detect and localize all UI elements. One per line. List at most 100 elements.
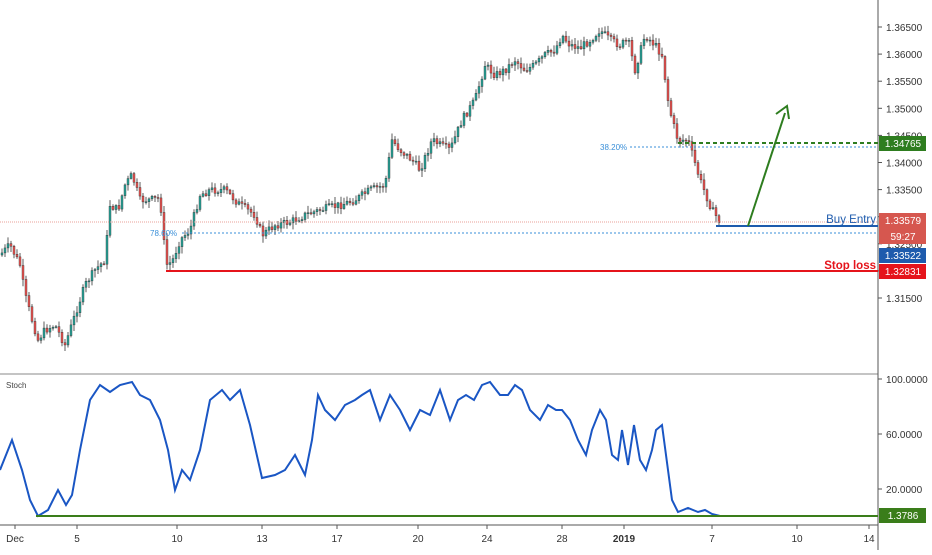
price-tick-label: 1.31500 (886, 294, 923, 305)
countdown-text: 59:27 (890, 232, 915, 243)
candle-body (558, 42, 562, 46)
candle-body (543, 52, 547, 57)
candle-body (387, 157, 391, 179)
stoch-line (0, 380, 721, 518)
candle-body (498, 71, 502, 76)
candle-body (75, 312, 79, 317)
candle-body (468, 105, 472, 117)
time-tick-label: 5 (74, 534, 80, 545)
candle-body (324, 204, 328, 211)
candle-body (606, 31, 610, 36)
candle-body (24, 279, 28, 296)
candle-body (630, 40, 634, 57)
price-tick-label: 1.35000 (886, 104, 923, 115)
candle-body (210, 187, 214, 190)
candle-body (33, 321, 37, 335)
candle-body (105, 235, 109, 265)
candle-body (207, 189, 211, 196)
candle-body (639, 45, 643, 64)
candle-body (471, 99, 475, 106)
candle-body (534, 61, 538, 64)
candle-body (243, 203, 247, 205)
price-tick-label: 1.32500 (886, 240, 923, 251)
candle-body (432, 138, 436, 143)
candle-body (81, 286, 85, 303)
candle-body (351, 202, 355, 205)
candle-body (705, 189, 709, 202)
candle-body (612, 36, 616, 40)
time-tick-label: 28 (556, 534, 568, 545)
projection-arrow-line (747, 112, 786, 227)
candle-body (672, 115, 676, 124)
candle-body (69, 324, 73, 336)
candle-body (462, 112, 466, 126)
candle-body (372, 185, 376, 188)
candle-body (330, 203, 334, 205)
candle-body (552, 51, 556, 54)
candle-body (690, 141, 694, 151)
candle-body (300, 219, 304, 221)
price-tick-label: 1.36000 (886, 50, 923, 61)
candle-body (204, 193, 208, 196)
candle-body (267, 226, 271, 231)
candle-body (318, 209, 322, 211)
stoch-tick-label: 20.0000 (886, 485, 923, 496)
candle-body (657, 43, 661, 55)
candle-body (294, 217, 298, 222)
candle-body (573, 44, 577, 49)
candle-body (597, 33, 601, 37)
stoch-level-tag: 1.3786 (879, 508, 926, 523)
candle-body (441, 141, 445, 144)
candle-body (159, 197, 163, 213)
candle-body (126, 178, 130, 186)
candle-body (276, 225, 280, 229)
candle-body (84, 281, 88, 288)
candle-body (651, 39, 655, 46)
candle-body (348, 200, 352, 203)
candle-body (15, 254, 19, 258)
candle-body (645, 38, 649, 41)
candle-body (291, 217, 295, 224)
candle-body (684, 139, 688, 142)
stoch-title: Stoch (6, 381, 26, 390)
candle-body (528, 67, 532, 72)
candle-body (591, 40, 595, 43)
candle-body (438, 141, 442, 145)
candle-body (453, 136, 457, 144)
candle-body (396, 143, 400, 150)
candle-body (435, 138, 439, 145)
candle-body (537, 58, 541, 63)
candle-body (195, 209, 199, 213)
candle-body (144, 201, 148, 203)
candle-body (681, 139, 685, 142)
candle-body (579, 46, 583, 50)
price-tag-target: 1.34765 (879, 136, 926, 151)
candle-body (255, 217, 259, 225)
candle-body (600, 31, 604, 34)
candle-body (18, 256, 22, 266)
candle-body (120, 195, 124, 210)
candle-body (696, 162, 700, 175)
candle-body (699, 174, 703, 181)
candle-body (111, 206, 115, 210)
candle-body (63, 342, 67, 346)
candle-body (186, 233, 190, 236)
candle-body (201, 193, 205, 197)
candle-body (402, 152, 406, 156)
candle-body (189, 225, 193, 235)
candle-body (108, 206, 112, 236)
price-tick-label: 1.33500 (886, 186, 923, 197)
candle-body (717, 215, 721, 223)
candle-body (303, 212, 307, 220)
time-tick-label: Dec (6, 534, 24, 545)
candle-body (174, 253, 178, 259)
candle-body (588, 42, 592, 47)
candle-body (51, 327, 55, 329)
candle-body (138, 187, 142, 197)
time-tick-label: 2019 (613, 534, 636, 545)
candle-body (636, 63, 640, 74)
price-tick-label: 1.35500 (886, 77, 923, 88)
candle-body (252, 212, 256, 218)
candle-body (231, 193, 235, 201)
